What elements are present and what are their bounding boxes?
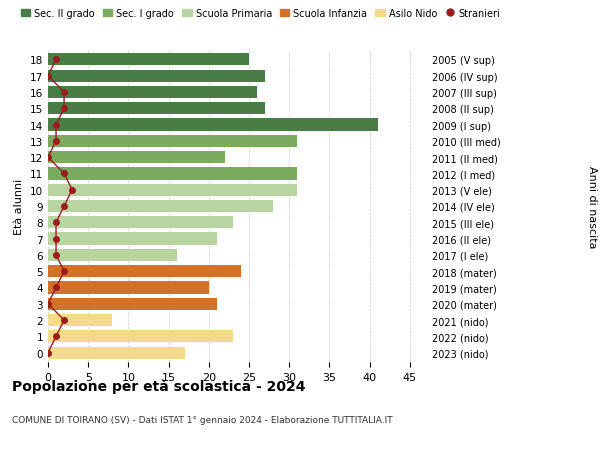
Bar: [48, 314, 112, 326]
Bar: [48, 265, 241, 278]
Bar: [48, 168, 298, 180]
Bar: [48, 184, 298, 196]
Bar: [48, 70, 265, 83]
Bar: [48, 201, 273, 213]
Bar: [48, 282, 209, 294]
Bar: [48, 119, 378, 131]
Bar: [48, 298, 217, 310]
Text: COMUNE DI TOIRANO (SV) - Dati ISTAT 1° gennaio 2024 - Elaborazione TUTTITALIA.IT: COMUNE DI TOIRANO (SV) - Dati ISTAT 1° g…: [12, 415, 392, 425]
Bar: [48, 217, 233, 229]
Bar: [48, 151, 225, 164]
Bar: [48, 330, 233, 343]
Text: Popolazione per età scolastica - 2024: Popolazione per età scolastica - 2024: [12, 379, 305, 393]
Text: Anni di nascita: Anni di nascita: [587, 165, 597, 248]
Bar: [48, 135, 298, 148]
Legend: Sec. II grado, Sec. I grado, Scuola Primaria, Scuola Infanzia, Asilo Nido, Stran: Sec. II grado, Sec. I grado, Scuola Prim…: [17, 5, 504, 22]
Bar: [48, 249, 176, 262]
Bar: [48, 347, 185, 359]
Bar: [48, 54, 249, 67]
Y-axis label: Età alunni: Età alunni: [14, 179, 25, 235]
Bar: [48, 103, 265, 115]
Bar: [48, 233, 217, 245]
Bar: [48, 87, 257, 99]
